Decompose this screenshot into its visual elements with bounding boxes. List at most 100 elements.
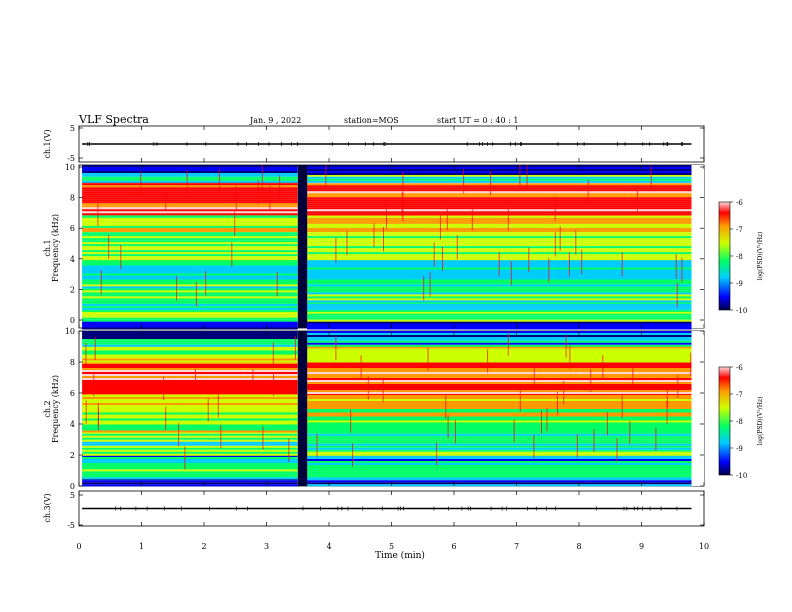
date-label: Jan. 9 , 2022 (249, 116, 301, 125)
spectrogram-cell (82, 298, 298, 301)
spectrogram-streak (507, 205, 509, 230)
spectrogram-streak (554, 232, 556, 257)
spectrogram-cell (307, 403, 692, 405)
spectrogram-cell (307, 469, 692, 472)
x-tick-label: 1 (139, 542, 144, 551)
spectrogram-streak (262, 426, 264, 450)
spectrogram-cell (82, 430, 298, 433)
ch1-colorbar-label: log(PSD)(V²/Hz) (757, 232, 764, 281)
y-tick-label: -5 (67, 521, 75, 530)
spectrogram-cell (307, 288, 692, 291)
spectrogram-cell (82, 185, 298, 188)
spectrogram-cell (82, 300, 298, 303)
spectrogram-cell (307, 344, 692, 347)
spectrogram-cell (307, 203, 692, 206)
spectrogram-streak (350, 409, 352, 433)
spectrogram-cell (82, 408, 298, 411)
spectrogram-cell (82, 453, 298, 456)
spectrogram-cell (307, 392, 692, 394)
spectrogram-cell (82, 171, 298, 173)
spectrogram-cell (82, 418, 298, 421)
spectrogram-cell (82, 205, 298, 208)
spectrogram-cell (307, 467, 692, 469)
spectrogram-cell (82, 449, 298, 452)
spectrogram-cell (307, 197, 692, 200)
spectrogram-cell (307, 473, 692, 476)
spectrogram-cell (82, 459, 298, 461)
spectrogram-cell (307, 453, 692, 456)
ch1-channel-label: ch.1 (43, 239, 52, 256)
x-axis-label: Time (min) (375, 550, 425, 561)
spectrogram-cell (307, 388, 692, 390)
spectrogram-cell (307, 169, 692, 171)
spectrogram-cell (307, 173, 692, 175)
spectrogram-cell (307, 187, 692, 190)
spectrogram-cell (82, 374, 298, 376)
spectrogram-streak (471, 205, 473, 231)
spectrogram-cell (82, 313, 298, 316)
spectrogram-cell (307, 426, 692, 429)
spectrogram-cell (82, 327, 298, 330)
spectrogram-cell (82, 317, 298, 320)
colorbar-tick-label: -8 (736, 253, 743, 261)
spectrogram-cell (307, 358, 692, 361)
y-tick-label: 5 (70, 491, 75, 500)
spectrogram-streak (195, 369, 196, 393)
spectrogram-cell (82, 480, 298, 483)
spectrogram-cell (307, 199, 692, 202)
spectrogram-cell (307, 352, 692, 355)
spectrogram-cell (307, 348, 692, 351)
spectrogram-streak (401, 192, 403, 217)
y-tick-label: 2 (70, 451, 75, 460)
spectrogram-streak (557, 391, 558, 416)
spectrogram-cell (307, 303, 692, 306)
spectrogram-cell (307, 242, 692, 245)
x-tick-label: 9 (639, 542, 644, 551)
spectrogram-streak (165, 406, 167, 430)
spectrogram-cell (307, 209, 692, 212)
spectrogram-cell (82, 484, 298, 487)
spectrogram-cell (307, 435, 692, 438)
spectrogram-cell (307, 193, 692, 196)
spectrogram-streak (507, 332, 509, 356)
x-tick-label: 3 (264, 542, 269, 551)
spectrogram-cell (307, 405, 692, 407)
spectrogram-cell (307, 323, 692, 326)
spectrogram-streak (681, 257, 683, 283)
spectrogram-streak (454, 420, 456, 444)
spectrogram-cell (307, 277, 692, 280)
spectrogram-cell (307, 338, 692, 341)
spectrogram-cell (82, 356, 298, 359)
spectrogram-streak (528, 247, 530, 272)
y-tick-label: 2 (70, 285, 75, 294)
spectrogram-cell (307, 313, 692, 316)
spectrogram-cell (82, 279, 298, 282)
colorbar-tick-label: -9 (736, 445, 743, 453)
spectrogram-streak (269, 185, 271, 210)
spectrogram-cell (82, 242, 298, 245)
spectrogram-cell (307, 475, 692, 478)
spectrogram-cell (82, 250, 298, 253)
spectrogram-cell (307, 309, 692, 312)
spectrogram-streak (436, 442, 438, 466)
spectrogram-cell (307, 346, 692, 349)
spectrogram-cell (82, 360, 298, 363)
colorbar-tick-label: -7 (736, 226, 743, 234)
spectrogram-streak (487, 349, 489, 373)
y-tick-label: 8 (70, 358, 75, 367)
spectrogram-cell (82, 467, 298, 469)
y-tick-label: 6 (70, 389, 75, 398)
spectrogram-cell (307, 412, 692, 415)
spectrogram-streak (218, 168, 220, 194)
spectrogram-streak (433, 242, 435, 267)
spectrogram-streak (593, 428, 595, 453)
spectrogram-streak (427, 347, 429, 371)
ch2-colorbar-ticks: -6 -7 -8 -9 -10 (730, 364, 747, 480)
spectrogram-streak (513, 419, 515, 443)
spectrogram-streak (178, 422, 180, 447)
spectrogram-cell (82, 261, 298, 264)
spectrogram-gap (297, 165, 308, 328)
spectrogram-cell (82, 431, 298, 434)
x-tick-label: 4 (326, 542, 331, 551)
spectrogram-cell (307, 246, 692, 249)
